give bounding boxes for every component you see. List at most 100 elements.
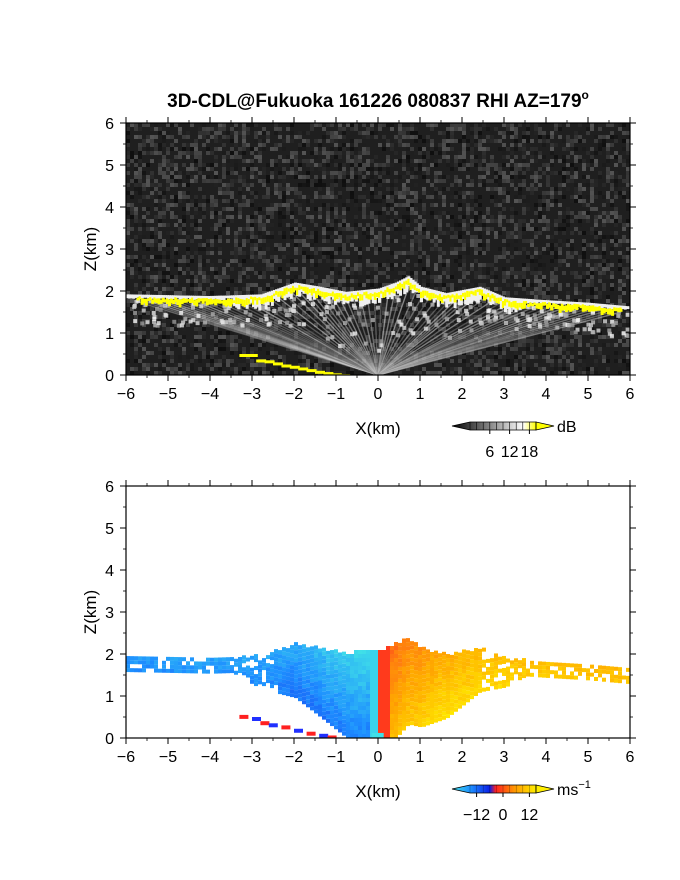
noise-cell	[558, 351, 562, 355]
backscatter-cell	[288, 307, 293, 312]
noise-cell	[446, 211, 450, 215]
noise-cell	[542, 291, 546, 295]
noise-cell	[302, 259, 306, 263]
noise-cell	[606, 235, 610, 239]
noise-cell	[126, 231, 130, 235]
noise-cell	[326, 283, 330, 287]
noise-cell	[430, 211, 434, 215]
backscatter-cell	[486, 309, 491, 314]
noise-cell	[390, 199, 394, 203]
noise-cell	[522, 371, 526, 375]
noise-cell	[598, 143, 602, 147]
noise-cell	[298, 251, 302, 255]
noise-cell	[254, 347, 258, 351]
noise-cell	[326, 211, 330, 215]
noise-cell	[558, 123, 562, 127]
noise-cell	[134, 271, 138, 275]
noise-cell	[310, 235, 314, 239]
noise-cell	[250, 199, 254, 203]
noise-cell	[282, 251, 286, 255]
noise-cell	[286, 203, 290, 207]
backscatter-cell	[245, 318, 250, 323]
degree-superscript: o	[582, 88, 589, 102]
noise-cell	[538, 199, 542, 203]
noise-cell	[258, 159, 262, 163]
noise-cell	[402, 251, 406, 255]
noise-cell	[298, 203, 302, 207]
noise-cell	[190, 175, 194, 179]
noise-cell	[434, 267, 438, 271]
noise-cell	[498, 355, 502, 359]
noise-cell	[230, 155, 234, 159]
backscatter-cell	[301, 301, 306, 306]
noise-cell	[142, 239, 146, 243]
noise-cell	[278, 127, 282, 131]
noise-cell	[366, 215, 370, 219]
noise-cell	[558, 135, 562, 139]
noise-cell	[274, 179, 278, 183]
noise-cell	[426, 219, 430, 223]
noise-cell	[298, 135, 302, 139]
backscatter-cell	[158, 307, 163, 312]
noise-cell	[598, 263, 602, 267]
noise-cell	[606, 215, 610, 219]
noise-cell	[470, 195, 474, 199]
noise-cell	[326, 327, 330, 331]
noise-cell	[410, 271, 414, 275]
noise-cell	[498, 247, 502, 251]
backscatter-ray	[377, 293, 383, 375]
layer-yellow-cell	[136, 297, 140, 301]
noise-cell	[206, 259, 210, 263]
noise-cell	[486, 135, 490, 139]
noise-cell	[538, 295, 542, 299]
noise-cell	[366, 275, 370, 279]
noise-cell	[234, 239, 238, 243]
noise-cell	[170, 275, 174, 279]
noise-cell	[290, 279, 294, 283]
layer-yellow-cell	[352, 294, 356, 299]
noise-cell	[350, 279, 354, 283]
noise-cell	[166, 275, 170, 279]
backscatter-cell	[514, 327, 519, 332]
noise-cell	[446, 279, 450, 283]
noise-cell	[558, 335, 562, 339]
noise-cell	[154, 291, 158, 295]
noise-cell	[626, 223, 630, 227]
noise-cell	[282, 207, 286, 211]
noise-cell	[206, 355, 210, 359]
noise-cell	[542, 367, 546, 371]
noise-cell	[206, 251, 210, 255]
noise-cell	[330, 139, 334, 143]
noise-cell	[438, 227, 442, 231]
backscatter-cell	[325, 310, 330, 315]
noise-cell	[482, 179, 486, 183]
noise-cell	[514, 283, 518, 287]
noise-cell	[394, 159, 398, 163]
noise-cell	[342, 135, 346, 139]
backscatter-cell	[391, 331, 396, 336]
noise-cell	[422, 195, 426, 199]
noise-cell	[590, 279, 594, 283]
noise-cell	[566, 255, 570, 259]
noise-cell	[478, 243, 482, 247]
noise-cell	[526, 167, 530, 171]
noise-cell	[518, 159, 522, 163]
layer-yellow-cell	[302, 286, 306, 291]
noise-cell	[306, 235, 310, 239]
noise-cell	[622, 319, 626, 323]
noise-cell	[338, 271, 342, 275]
noise-cell	[518, 251, 522, 255]
noise-cell	[554, 143, 558, 147]
noise-cell	[150, 307, 154, 311]
noise-cell	[266, 259, 270, 263]
noise-cell	[610, 175, 614, 179]
noise-cell	[378, 263, 382, 267]
noise-cell	[458, 235, 462, 239]
noise-cell	[194, 339, 198, 343]
noise-cell	[174, 339, 178, 343]
noise-cell	[614, 151, 618, 155]
noise-cell	[386, 267, 390, 271]
noise-cell	[198, 347, 202, 351]
backscatter-cell	[537, 322, 542, 327]
noise-cell	[302, 227, 306, 231]
